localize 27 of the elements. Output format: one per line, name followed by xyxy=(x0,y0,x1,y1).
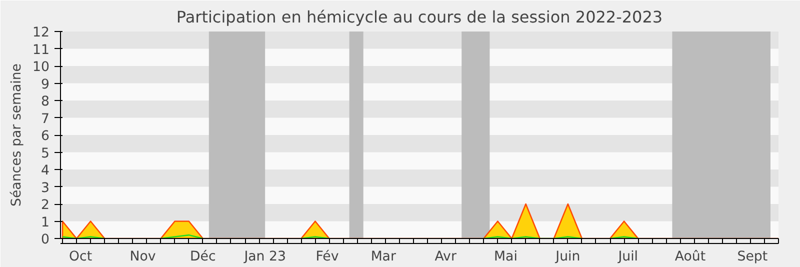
y-axis-title: Séances par semaine xyxy=(10,64,25,206)
y-tick-label: 8 xyxy=(41,94,50,110)
x-tick-label: Mai xyxy=(494,250,518,264)
x-tick-label: Août xyxy=(674,250,706,264)
y-tick-label: 9 xyxy=(41,77,50,92)
y-tick-label: 12 xyxy=(32,26,50,40)
x-tick-label: Avr xyxy=(434,250,457,264)
y-tick-label: 2 xyxy=(41,198,50,213)
x-tick-label: Mar xyxy=(370,250,396,264)
y-tick-label: 3 xyxy=(41,180,50,196)
y-tick-label: 0 xyxy=(41,232,50,248)
x-tick-label: Juil xyxy=(617,250,638,264)
y-tick-label: 5 xyxy=(41,146,50,162)
chart-title: Participation en hémicycle au cours de la session 2022-2023 xyxy=(176,8,663,26)
x-tick-label: Fév xyxy=(316,250,339,264)
y-tick-label: 7 xyxy=(41,112,50,127)
x-tick-label: Nov xyxy=(130,250,156,264)
x-tick-label: Sept xyxy=(737,250,768,264)
y-tick-label: 10 xyxy=(32,60,50,75)
y-tick-label: 6 xyxy=(41,129,50,144)
x-tick-label: Jan 23 xyxy=(243,250,286,264)
x-tick-label: Déc xyxy=(190,250,216,264)
y-tick-label: 4 xyxy=(41,164,50,178)
x-tick-label: Oct xyxy=(69,250,92,264)
x-tick-label: Juin xyxy=(554,250,580,264)
y-tick-label: 1 xyxy=(41,215,50,230)
y-tick-label: 11 xyxy=(32,42,50,58)
